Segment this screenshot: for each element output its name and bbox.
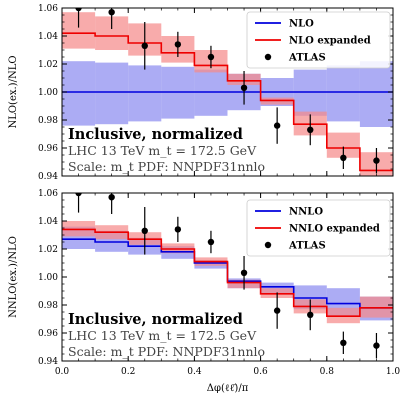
y-tick-label: 1.06 bbox=[38, 189, 58, 199]
y-tick-label: 1.00 bbox=[38, 273, 58, 283]
y-tick-label: 0.98 bbox=[38, 116, 58, 126]
data-point bbox=[373, 342, 380, 349]
series-line-expanded bbox=[62, 32, 393, 172]
y-tick-label: 0.94 bbox=[38, 172, 58, 182]
y-tick-label: 0.96 bbox=[38, 144, 58, 154]
data-point bbox=[108, 194, 115, 201]
y-tick-label: 1.04 bbox=[38, 32, 58, 42]
data-point bbox=[273, 122, 281, 129]
y-tick-label: 1.06 bbox=[38, 4, 58, 14]
panel-2: 0.94 0.96 0.98 1.00 1.02 1.04 1.06 0.0 0.2 0.4 0.6… bbox=[8, 189, 401, 394]
data-point bbox=[174, 226, 182, 233]
y-tick-label: 1.04 bbox=[38, 217, 58, 227]
plot-area bbox=[62, 193, 393, 359]
legend-entry: NLO bbox=[289, 19, 314, 30]
legend-swatch-point bbox=[264, 241, 272, 249]
annotation-energy: LHC 13 TeV m_t = 172.5 GeV bbox=[68, 143, 257, 158]
data-point bbox=[373, 157, 380, 164]
legend-entry: ATLAS bbox=[288, 241, 326, 252]
data-point bbox=[141, 227, 148, 234]
data-point bbox=[240, 269, 248, 276]
y-tick-label: 1.02 bbox=[38, 245, 58, 255]
band-a-bin-9 bbox=[326, 65, 360, 122]
legend-entry: ATLAS bbox=[288, 53, 326, 64]
data-point bbox=[307, 311, 314, 318]
data-point bbox=[240, 84, 248, 92]
band-a-bin-2 bbox=[95, 62, 129, 125]
data-point bbox=[340, 154, 347, 161]
legend-swatch-point bbox=[264, 53, 272, 61]
x-axis-label: Δφ(ℓℓ̄)/π bbox=[207, 383, 249, 394]
x-tick-label: 0.8 bbox=[320, 367, 335, 377]
y-tick-label: 0.96 bbox=[38, 329, 58, 339]
data-point bbox=[207, 53, 215, 61]
y-tick-label: 0.94 bbox=[38, 357, 58, 367]
data-point bbox=[340, 339, 347, 346]
data-point bbox=[174, 41, 182, 48]
legend: NNLO NNLO expanded ATLAS bbox=[246, 199, 391, 257]
data-point bbox=[273, 307, 281, 314]
y-tick-label: 1.02 bbox=[38, 60, 58, 70]
legend-entry: NLO expanded bbox=[289, 36, 371, 47]
y-tick-label: 1.00 bbox=[38, 88, 58, 98]
x-tick-label: 0.0 bbox=[55, 367, 70, 377]
annotation-title: Inclusive, normalized bbox=[68, 311, 243, 328]
data-point bbox=[141, 42, 148, 49]
band-a-bin-1 bbox=[62, 61, 96, 126]
panel-1: 0.94 0.96 0.98 1.00 1.02 1.04 1.06 NLO(ex.)/NLO… bbox=[8, 4, 394, 182]
legend-entry: NNLO expanded bbox=[289, 224, 380, 235]
data-point bbox=[207, 238, 215, 246]
data-point bbox=[307, 126, 314, 133]
y-axis-label: NLO(ex.)/NLO bbox=[8, 55, 19, 128]
annotation-energy: LHC 13 TeV m_t = 172.5 GeV bbox=[68, 328, 257, 343]
data-point bbox=[108, 9, 115, 16]
x-tick-label: 0.6 bbox=[253, 367, 268, 377]
legend: NLO NLO expanded ATLAS bbox=[246, 11, 391, 69]
band-a-bin-10 bbox=[359, 61, 393, 128]
y-tick-label: 0.98 bbox=[38, 301, 58, 311]
x-tick-label: 1.0 bbox=[386, 367, 401, 377]
x-tick-label: 0.4 bbox=[187, 367, 202, 377]
y-axis-label: NNLO(ex.)/NLO bbox=[8, 236, 19, 318]
annotation-scale: Scale: m_t PDF: NNPDF31nnlo bbox=[68, 344, 265, 359]
plot-area bbox=[62, 8, 393, 176]
legend-box bbox=[246, 199, 391, 257]
band-a-bin-3 bbox=[128, 65, 162, 122]
series-line-expanded bbox=[62, 228, 393, 317]
legend-box bbox=[246, 11, 391, 69]
annotation-title: Inclusive, normalized bbox=[68, 126, 243, 143]
x-tick-label: 0.2 bbox=[121, 367, 135, 377]
legend-entry: NNLO bbox=[289, 207, 323, 218]
annotation-scale: Scale: m_t PDF: NNPDF31nnlo bbox=[68, 159, 265, 174]
